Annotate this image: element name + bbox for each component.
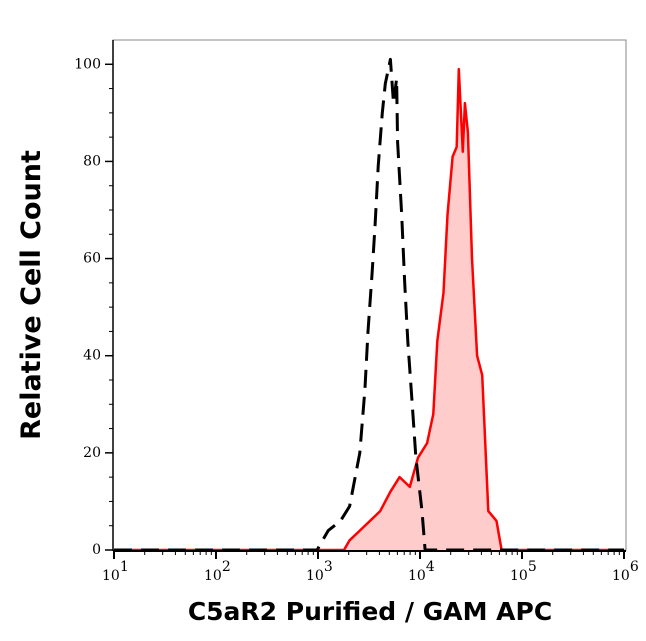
control-histogram-line — [114, 57, 624, 552]
series-fill-0 — [114, 69, 624, 550]
y-tick-label: 100 — [74, 56, 101, 72]
x-tick-label: 104 — [408, 559, 435, 584]
stained-histogram-line — [114, 67, 624, 552]
x-tick-label: 106 — [612, 559, 639, 584]
y-tick-label: 0 — [92, 542, 101, 558]
y-tick-label: 60 — [83, 251, 101, 267]
x-axis-label: C5aR2 Purified / GAM APC — [188, 597, 552, 626]
y-axis-label: Relative Cell Count — [16, 150, 47, 440]
y-tick-label: 80 — [83, 153, 101, 169]
x-tick-label: 105 — [510, 559, 537, 584]
x-tick-label: 102 — [204, 559, 231, 584]
x-tick-label: 103 — [306, 559, 333, 584]
y-tick-label: 40 — [83, 348, 101, 364]
y-tick-label: 20 — [83, 445, 101, 461]
x-tick-label: 101 — [102, 559, 129, 584]
